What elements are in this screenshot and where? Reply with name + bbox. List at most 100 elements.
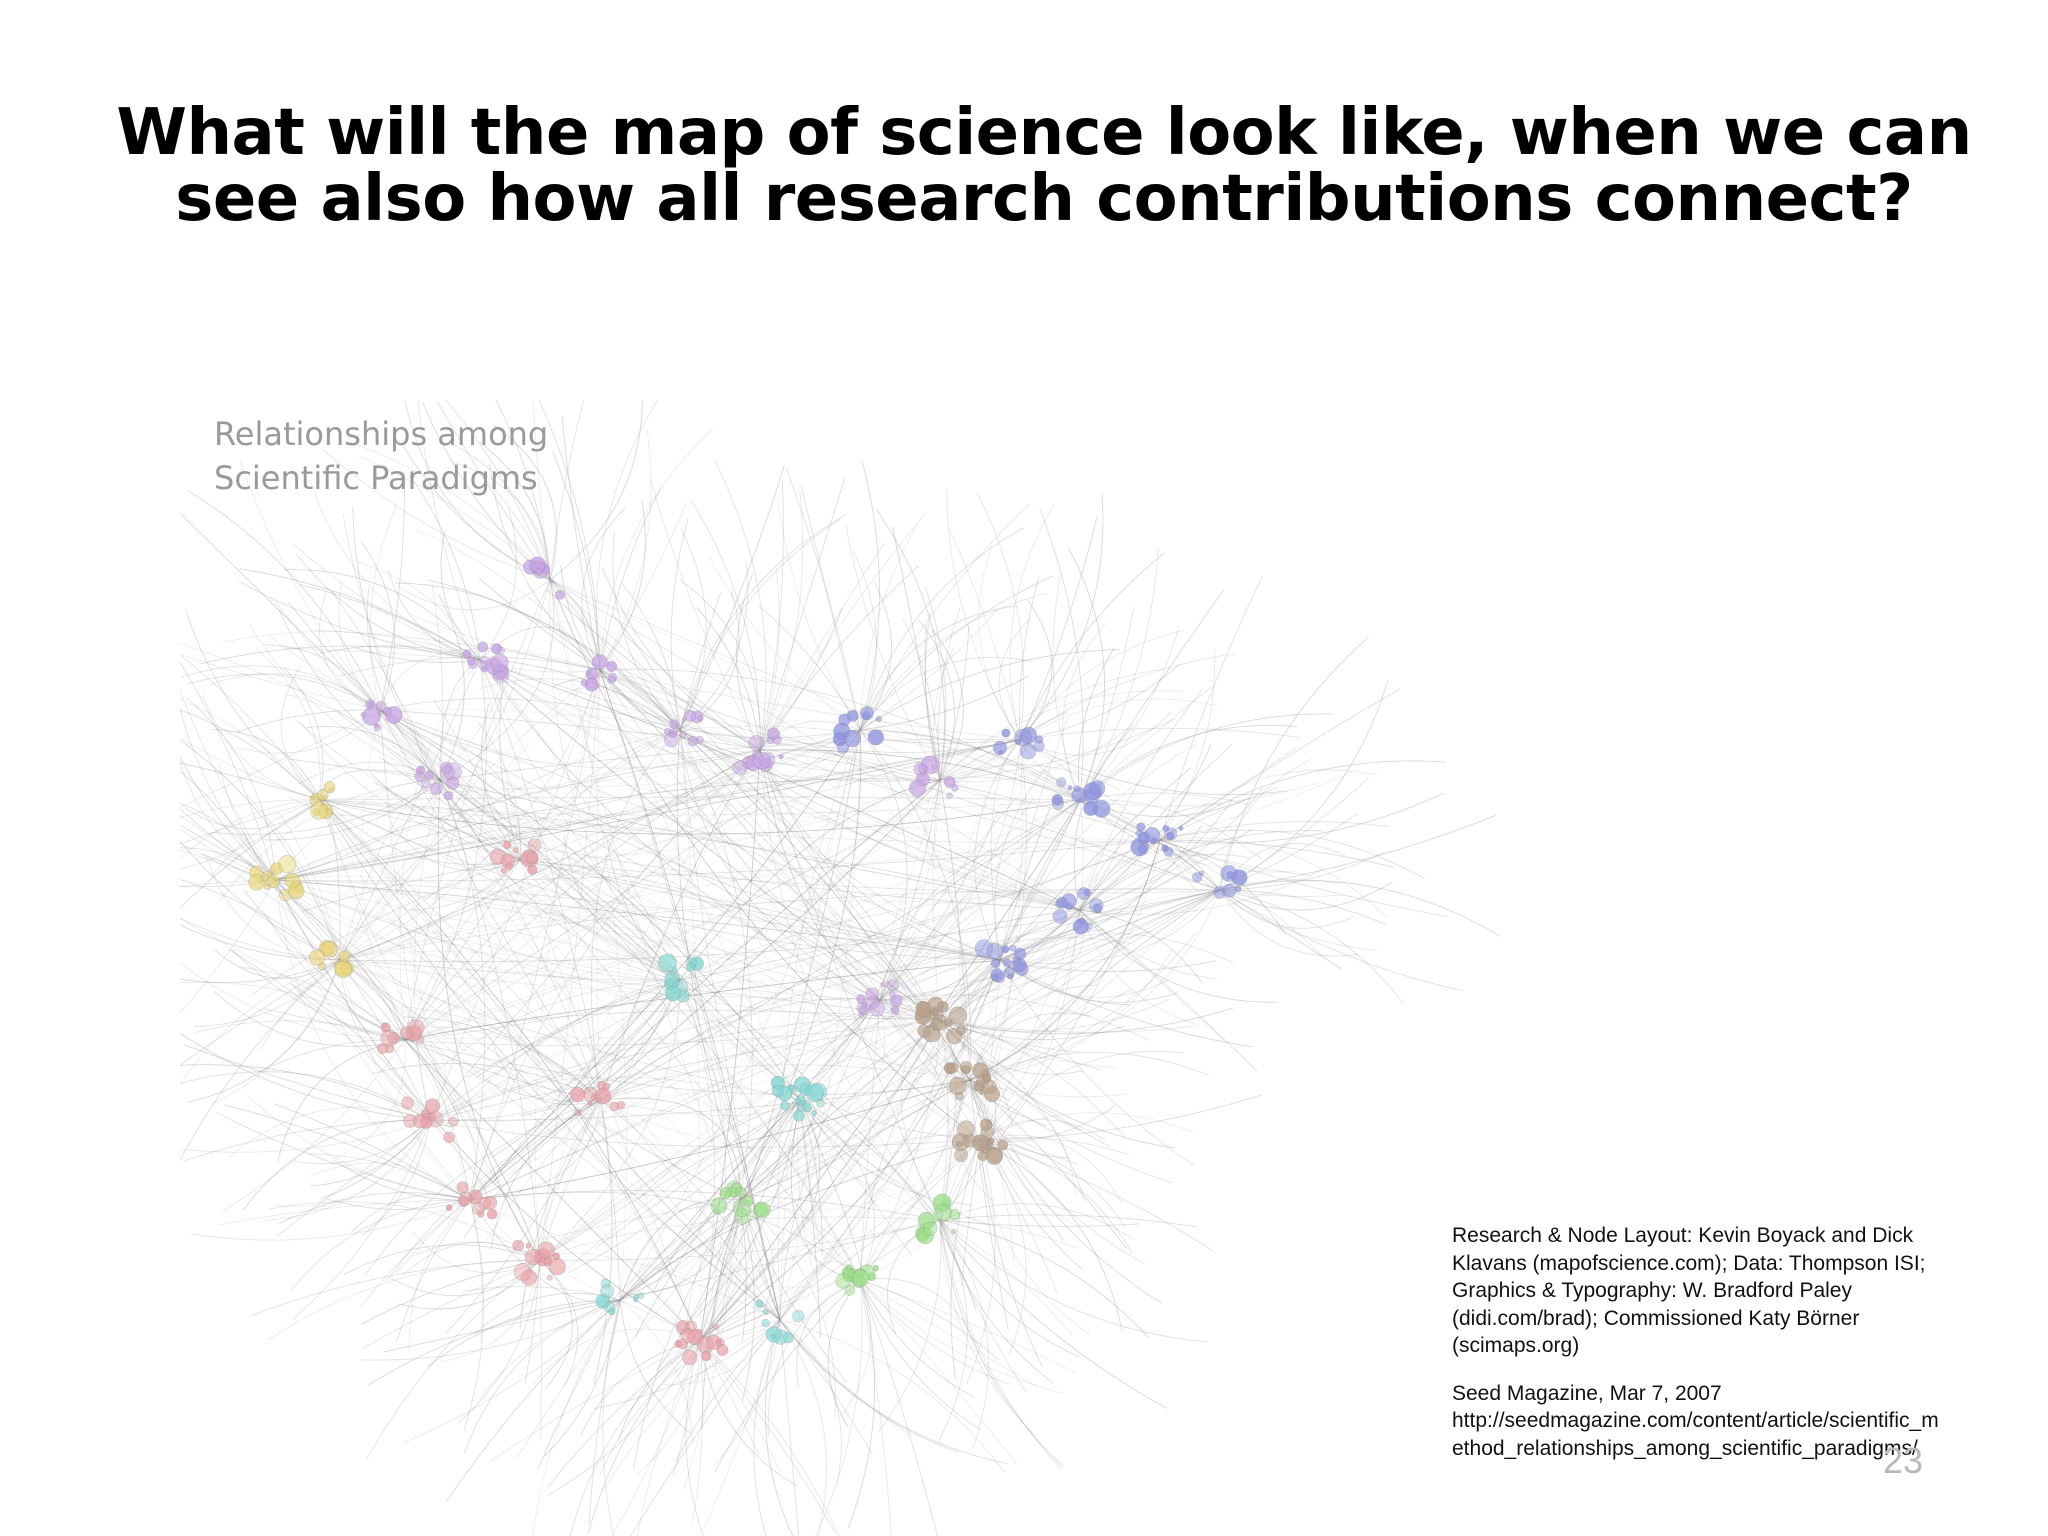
paradigm-link — [274, 879, 1001, 961]
paradigm-node — [1073, 785, 1081, 792]
paradigm-link — [429, 739, 1021, 1121]
paradigm-node — [880, 981, 886, 988]
link-strand — [999, 959, 1253, 1048]
link-strand — [937, 607, 961, 781]
paradigm-link — [699, 999, 881, 1341]
paradigm-link — [429, 1119, 981, 1148]
link-strand — [634, 1099, 801, 1338]
link-strand — [180, 707, 276, 881]
link-strand — [599, 1319, 781, 1476]
link-strand — [879, 792, 1021, 1001]
paradigm-node — [270, 862, 283, 875]
paradigm-link — [859, 959, 1001, 1281]
link-strand — [859, 1279, 999, 1361]
link-strand — [385, 1099, 601, 1282]
paradigm-link — [599, 669, 801, 1101]
link-strand — [675, 1319, 781, 1462]
link-strand — [699, 1339, 840, 1536]
link-strand — [961, 1139, 981, 1287]
link-strand — [859, 524, 918, 731]
paradigm-link — [379, 709, 1001, 961]
link-strand — [1079, 799, 1262, 860]
paradigm-link — [549, 579, 1081, 911]
paradigm-node — [1072, 918, 1089, 935]
link-strand — [1079, 799, 1295, 873]
science-map-figure: Relationships among Scientific Paradigms — [180, 400, 1500, 1536]
paradigm-node — [1007, 973, 1014, 980]
paradigm-link — [439, 749, 761, 789]
link-strand — [859, 1279, 975, 1398]
paradigm-link — [699, 1019, 941, 1341]
link-strand — [180, 762, 321, 801]
paradigm-node — [1191, 872, 1203, 883]
link-strand — [521, 812, 681, 981]
link-strand — [602, 567, 761, 751]
link-strand — [319, 645, 481, 661]
paradigm-node — [917, 764, 928, 774]
link-strand — [256, 648, 322, 801]
link-strand — [431, 582, 444, 781]
paradigm-link — [599, 669, 781, 1321]
link-strand — [180, 808, 276, 881]
link-strand — [1219, 889, 1463, 992]
link-strand — [716, 1199, 741, 1343]
paradigm-link — [599, 799, 1081, 1101]
link-strand — [222, 1039, 406, 1212]
paradigm-node — [858, 1005, 869, 1016]
paradigm-node — [321, 940, 338, 958]
paradigm-link — [859, 729, 1021, 744]
paradigm-link — [679, 729, 1081, 911]
map-title-line-2: Scientific Paradigms — [214, 459, 538, 497]
paradigm-node — [780, 1100, 790, 1111]
link-strand — [361, 541, 395, 711]
link-strand — [186, 489, 381, 711]
paradigm-link — [539, 1216, 941, 1261]
link-strand — [1079, 688, 1204, 911]
paradigm-node — [380, 1029, 398, 1047]
paradigm-link — [429, 749, 761, 1121]
paradigm-link — [519, 859, 1001, 961]
link-strand — [180, 924, 341, 961]
paradigm-node — [527, 864, 538, 875]
paradigm-node — [512, 847, 519, 854]
link-strand — [799, 1099, 913, 1257]
paradigm-link — [599, 669, 1021, 741]
paradigm-link — [679, 729, 941, 781]
paradigm-link — [960, 959, 1001, 1081]
link-strand — [213, 990, 406, 1047]
link-strand — [939, 1219, 989, 1448]
link-strand — [599, 500, 646, 671]
paradigm-link — [939, 909, 1081, 1221]
paradigm-link — [779, 889, 1221, 1321]
paradigm-link — [799, 799, 1081, 1101]
link-strand — [499, 657, 521, 861]
paradigm-link — [379, 709, 1161, 841]
link-strand — [337, 712, 521, 861]
link-strand — [524, 1259, 541, 1385]
link-strand — [1159, 575, 1264, 841]
paradigm-link — [799, 779, 941, 1101]
paradigm-link — [379, 709, 981, 1141]
paradigm-link — [539, 999, 881, 1261]
paradigm-link — [274, 739, 1021, 881]
link-strand — [979, 1094, 1262, 1141]
link-strand — [581, 507, 627, 671]
paradigm-link — [274, 778, 941, 881]
paradigm-link — [599, 1097, 741, 1201]
paradigm-link — [879, 779, 941, 1001]
link-strand — [859, 575, 1054, 731]
paradigm-node — [948, 1076, 967, 1095]
link-strand — [776, 494, 861, 731]
link-strand — [1079, 589, 1225, 801]
link-strand — [1219, 889, 1359, 957]
link-strand — [186, 697, 276, 881]
paradigm-node — [546, 1274, 553, 1281]
link-strand — [278, 812, 341, 961]
paradigm-link — [379, 709, 861, 1281]
link-strand — [463, 1099, 601, 1238]
paradigm-node — [261, 875, 268, 882]
link-strand — [212, 729, 321, 801]
link-strand — [308, 1162, 471, 1201]
link-strand — [859, 1278, 978, 1349]
paradigm-link — [404, 749, 761, 1041]
